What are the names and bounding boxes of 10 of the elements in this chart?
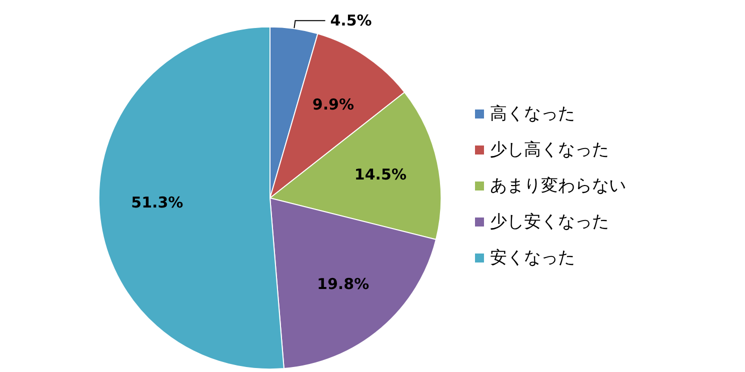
data-label: 14.5% xyxy=(354,165,406,184)
data-label: 4.5% xyxy=(330,12,372,30)
legend-label: 安くなった xyxy=(490,248,575,268)
data-label: 51.3% xyxy=(131,194,184,212)
data-label: 9.9% xyxy=(312,95,354,114)
legend-label: 少し安くなった xyxy=(490,212,609,232)
legend-label: 高くなった xyxy=(490,104,575,124)
legend-label: 少し高くなった xyxy=(490,140,609,160)
legend-label: あまり変わらない xyxy=(490,176,626,196)
data-label: 19.8% xyxy=(317,275,370,294)
